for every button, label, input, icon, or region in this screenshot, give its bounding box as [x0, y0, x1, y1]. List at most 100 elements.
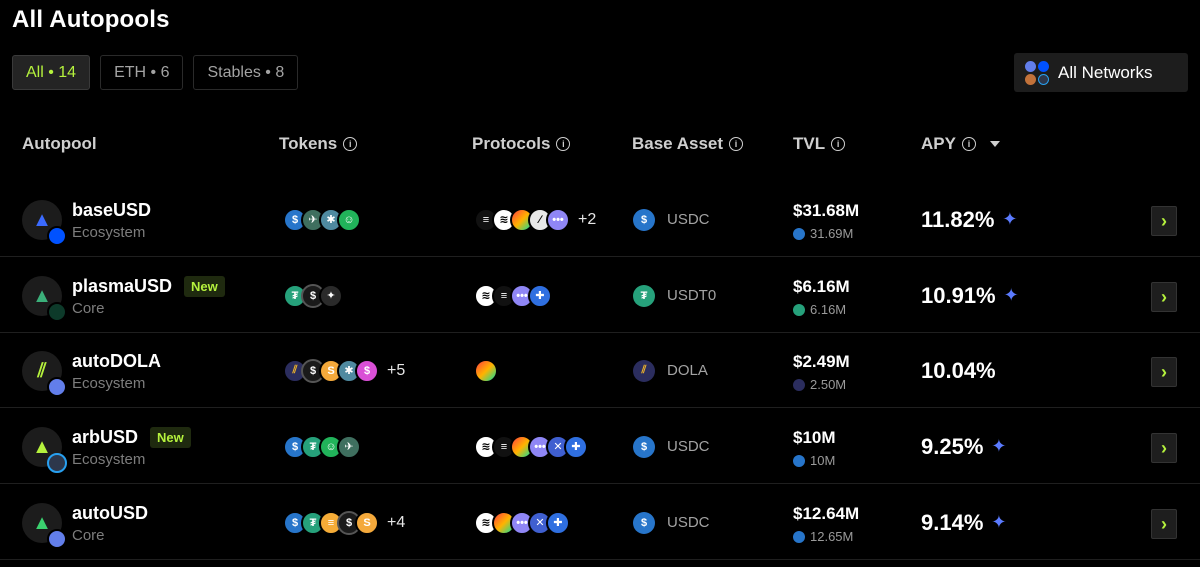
pool-logo-icon: ▲	[32, 284, 52, 307]
tvl-value: $6.16M	[793, 277, 850, 296]
tvl-sub-value: 31.69M	[810, 226, 854, 241]
apy: 10.91% ✦	[921, 258, 1019, 333]
tvl-sub: 2.50M	[793, 377, 846, 392]
pool-name-text: baseUSD	[72, 200, 152, 220]
pool-name-text: autoUSD	[72, 503, 148, 523]
token-icons: ⫽ $ S ✱ $ +5	[283, 333, 405, 408]
protocol-icons: ≋ ≡ ••• ✕ ✚	[474, 409, 588, 484]
pool-name-text: arbUSD	[72, 427, 139, 447]
pool-name: arbUSD New	[72, 427, 191, 448]
table-row[interactable]: ⫽ autoDOLA Ecosystem ⫽ $ S ✱ $ +5 ⫽ DOLA…	[0, 333, 1200, 408]
token-icons: $ ₮ ☺ ✈	[283, 409, 361, 484]
usdc-icon: $	[633, 511, 655, 534]
sparkle-icon: ✦	[991, 436, 1007, 456]
base-asset-name: USDC	[667, 211, 710, 228]
protocol-icons: ≋ ••• ✕ ✚	[474, 485, 570, 560]
sparkle-icon: ✦	[991, 512, 1007, 532]
usdc-icon: $	[633, 435, 655, 458]
column-header-apy[interactable]: APY i	[921, 134, 1000, 154]
pool-name: autoDOLA	[72, 351, 161, 372]
protocol-icon: ✚	[528, 283, 552, 308]
pool-name: autoUSD	[72, 503, 148, 524]
apy-value: 10.04%	[921, 357, 996, 383]
pool-logo-icon: ▲	[32, 511, 52, 534]
base-asset-name: USDC	[667, 514, 710, 531]
base-asset: $ USDC	[633, 409, 710, 484]
column-label-tvl: TVL	[793, 134, 826, 153]
pool-logo-icon: ▲	[32, 208, 52, 231]
tvl-sub-value: 10M	[810, 453, 836, 468]
column-header-tokens[interactable]: Tokens i	[279, 134, 358, 154]
base-asset: $ USDC	[633, 485, 710, 560]
pool-avatar: ⫽	[22, 351, 67, 397]
token-icon: ✈	[337, 434, 361, 459]
table-row[interactable]: ▲ arbUSD New Ecosystem $ ₮ ☺ ✈ ≋ ≡ ••• ✕…	[0, 409, 1200, 484]
filter-tab-all[interactable]: All • 14	[12, 55, 91, 90]
pool-logo-icon: ⫽	[37, 359, 47, 382]
pool-name: baseUSD	[72, 200, 151, 221]
pool-avatar: ▲	[22, 276, 67, 322]
filter-tab-stables[interactable]: Stables • 8	[193, 55, 299, 90]
apy-value: 9.25%	[921, 433, 984, 459]
tvl-value: $2.49M	[793, 352, 850, 371]
network-select[interactable]: All Networks	[1014, 53, 1188, 92]
row-chevron-button[interactable]: ›	[1151, 282, 1177, 312]
pool-avatar: ▲	[22, 200, 67, 246]
row-chevron-button[interactable]: ›	[1151, 206, 1177, 236]
new-badge: New	[150, 427, 191, 448]
table-row[interactable]: ▲ plasmaUSD New Core ₮ $ ✦ ≋ ≡ ••• ✚ ₮ U…	[0, 258, 1200, 333]
column-header-base-asset[interactable]: Base Asset i	[632, 134, 744, 154]
usdc-icon	[793, 227, 805, 240]
usdc-icon	[793, 454, 805, 467]
filter-tab-eth[interactable]: ETH • 6	[100, 55, 184, 90]
table-header: Autopool Tokens i Protocols i Base Asset i …	[0, 134, 1200, 156]
apy-value: 9.14%	[921, 509, 984, 535]
table-row[interactable]: ▲ baseUSD Ecosystem $ ✈ ✱ ☺ ≡ ≋ ∕ ••• +2…	[0, 182, 1200, 257]
protocol-icon: ✚	[546, 510, 570, 535]
base-asset: ₮ USDT0	[633, 258, 716, 333]
column-label-protocols: Protocols	[472, 134, 551, 153]
tvl-sub: 12.65M	[793, 529, 853, 544]
more-tokens-count: +5	[387, 361, 406, 379]
info-icon[interactable]: i	[831, 137, 846, 151]
column-label-autopool: Autopool	[22, 134, 97, 153]
tvl-sub-value: 2.50M	[810, 377, 847, 392]
base-asset: ⫽ DOLA	[633, 333, 708, 408]
info-icon[interactable]: i	[729, 137, 744, 151]
pool-avatar: ▲	[22, 503, 67, 549]
column-header-protocols[interactable]: Protocols i	[472, 134, 571, 154]
info-icon[interactable]: i	[556, 137, 571, 151]
column-header-tvl[interactable]: TVL i	[793, 134, 846, 154]
table-row[interactable]: ▲ autoUSD Core $ ₮ ≡ $ S +4 ≋ ••• ✕ ✚ $ …	[0, 485, 1200, 560]
pool-logo-icon: ▲	[32, 435, 52, 458]
tvl-sub: 31.69M	[793, 226, 853, 241]
info-icon[interactable]: i	[343, 137, 358, 151]
more-tokens-count: +4	[387, 513, 406, 531]
token-icon: $	[355, 358, 379, 383]
protocol-icon: ✚	[564, 434, 588, 459]
protocol-icon: •••	[546, 207, 570, 232]
usdc-icon: $	[633, 208, 655, 231]
pool-name: plasmaUSD New	[72, 276, 225, 297]
base-asset-name: USDT0	[667, 287, 717, 304]
tvl-sub-value: 12.65M	[810, 529, 854, 544]
apy: 9.14% ✦	[921, 485, 1006, 560]
tvl-value: $10M	[793, 428, 836, 447]
base-asset-name: USDC	[667, 438, 710, 455]
filter-tabs: All • 14 ETH • 6 Stables • 8	[12, 55, 299, 90]
tvl-sub: 6.16M	[793, 302, 846, 317]
usdt-icon: ₮	[633, 284, 655, 307]
apy-value: 11.82%	[921, 206, 995, 232]
base-asset: $ USDC	[633, 182, 710, 257]
row-chevron-button[interactable]: ›	[1151, 357, 1177, 387]
sort-desc-icon[interactable]	[989, 141, 1000, 147]
pool-tier: Ecosystem	[72, 224, 146, 241]
info-icon[interactable]: i	[961, 137, 976, 151]
row-chevron-button[interactable]: ›	[1151, 433, 1177, 463]
protocol-icon	[474, 358, 498, 383]
row-chevron-button[interactable]: ›	[1151, 509, 1177, 539]
tvl-value: $12.64M	[793, 504, 860, 523]
tvl-sub-value: 6.16M	[810, 302, 847, 317]
token-icon: ☺	[337, 207, 361, 232]
column-header-autopool[interactable]: Autopool	[22, 134, 97, 154]
